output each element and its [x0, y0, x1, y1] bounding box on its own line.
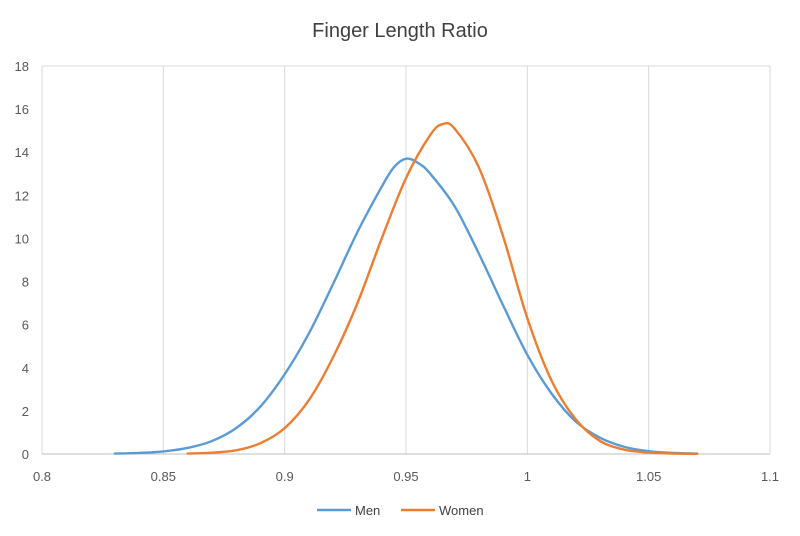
y-tick-label: 16 [15, 102, 29, 117]
legend-label-men: Men [355, 503, 380, 518]
x-tick-label: 0.8 [33, 469, 51, 484]
legend-label-women: Women [439, 503, 484, 518]
y-tick-label: 2 [22, 404, 29, 419]
y-tick-label: 10 [15, 231, 29, 246]
legend: Men Women [317, 503, 484, 518]
series-line-men [113, 157, 699, 455]
y-tick-label: 12 [15, 188, 29, 203]
x-tick-label: 0.9 [276, 469, 294, 484]
series-line-women [186, 121, 699, 455]
y-tick-label: 18 [15, 59, 29, 74]
x-tick-label: 1 [524, 469, 531, 484]
chart-title: Finger Length Ratio [312, 20, 488, 42]
axes-layer: 0.8 0.85 0.9 0.95 1 1.05 1.1 0 2 4 6 8 10 12 14 16 18 [15, 59, 780, 484]
series-layer [113, 121, 699, 455]
x-tick-label: 0.95 [393, 469, 418, 484]
y-tick-label: 6 [22, 318, 29, 333]
x-tick-label: 1.1 [761, 469, 779, 484]
x-tick-label: 0.85 [151, 469, 176, 484]
y-tick-label: 0 [22, 447, 29, 462]
x-tick-label: 1.05 [636, 469, 661, 484]
grid-layer [41, 65, 771, 454]
y-tick-label: 4 [22, 361, 29, 376]
y-tick-label: 8 [22, 275, 29, 290]
y-tick-label: 14 [15, 145, 29, 160]
